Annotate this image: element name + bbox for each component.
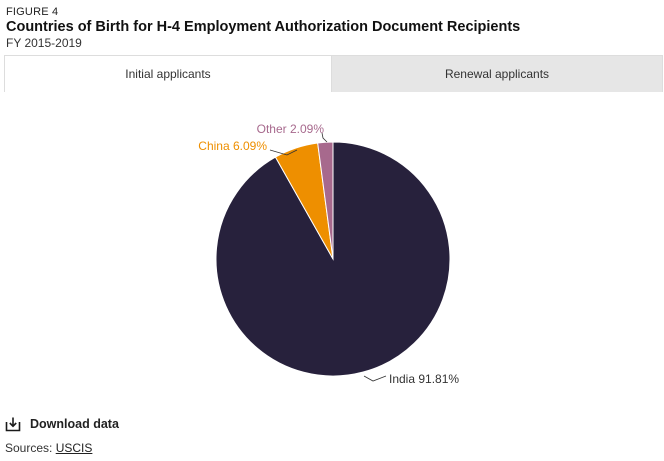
sources-line: Sources: USCIS xyxy=(5,441,92,455)
pie-labels: India 91.81% China 6.09% Other 2.09% xyxy=(198,122,459,386)
download-icon xyxy=(5,417,21,432)
data-label-other: Other 2.09% xyxy=(257,122,325,136)
pie-slice-other[interactable] xyxy=(317,141,334,260)
tab-initial-applicants[interactable]: Initial applicants xyxy=(5,56,332,92)
chart-subtitle: FY 2015-2019 xyxy=(6,36,82,50)
figure-label: FIGURE 4 xyxy=(6,6,59,18)
leader-line-china xyxy=(269,149,298,156)
chart-title: Countries of Birth for H-4 Employment Au… xyxy=(6,19,521,35)
download-data-button[interactable]: Download data xyxy=(5,416,119,432)
download-data-label: Download data xyxy=(30,417,119,431)
data-label-india: India 91.81% xyxy=(389,372,459,386)
tab-bar: Initial applicants Renewal applicants xyxy=(4,55,663,92)
pie-chart: India 91.81% China 6.09% Other 2.09% xyxy=(198,122,459,386)
leader-line-other xyxy=(321,132,328,143)
sources-prefix: Sources: xyxy=(5,441,56,455)
data-label-china: China 6.09% xyxy=(198,139,267,153)
leader-line-india xyxy=(363,375,387,382)
pie-slices xyxy=(215,141,451,377)
tab-renewal-applicants[interactable]: Renewal applicants xyxy=(332,56,662,92)
sources-link-uscis[interactable]: USCIS xyxy=(55,441,93,455)
